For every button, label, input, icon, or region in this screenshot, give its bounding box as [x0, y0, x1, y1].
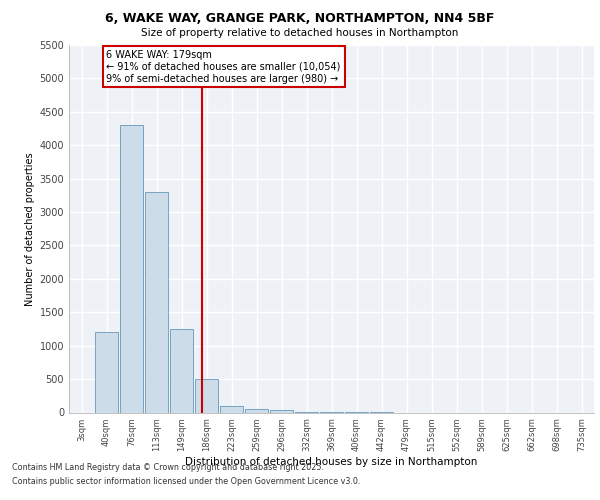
Bar: [269, 410, 293, 412]
Bar: [170, 329, 193, 412]
Text: 6, WAKE WAY, GRANGE PARK, NORTHAMPTON, NN4 5BF: 6, WAKE WAY, GRANGE PARK, NORTHAMPTON, N…: [106, 12, 494, 26]
X-axis label: Distribution of detached houses by size in Northampton: Distribution of detached houses by size …: [185, 457, 478, 467]
Text: 6 WAKE WAY: 179sqm
← 91% of detached houses are smaller (10,054)
9% of semi-deta: 6 WAKE WAY: 179sqm ← 91% of detached hou…: [107, 50, 341, 84]
Bar: [119, 125, 143, 412]
Text: Size of property relative to detached houses in Northampton: Size of property relative to detached ho…: [142, 28, 458, 38]
Bar: [145, 192, 169, 412]
Bar: [245, 409, 268, 412]
Text: Contains public sector information licensed under the Open Government Licence v3: Contains public sector information licen…: [12, 477, 361, 486]
Y-axis label: Number of detached properties: Number of detached properties: [25, 152, 35, 306]
Bar: [95, 332, 118, 412]
Bar: [194, 379, 218, 412]
Text: Contains HM Land Registry data © Crown copyright and database right 2025.: Contains HM Land Registry data © Crown c…: [12, 464, 324, 472]
Bar: [220, 406, 244, 412]
